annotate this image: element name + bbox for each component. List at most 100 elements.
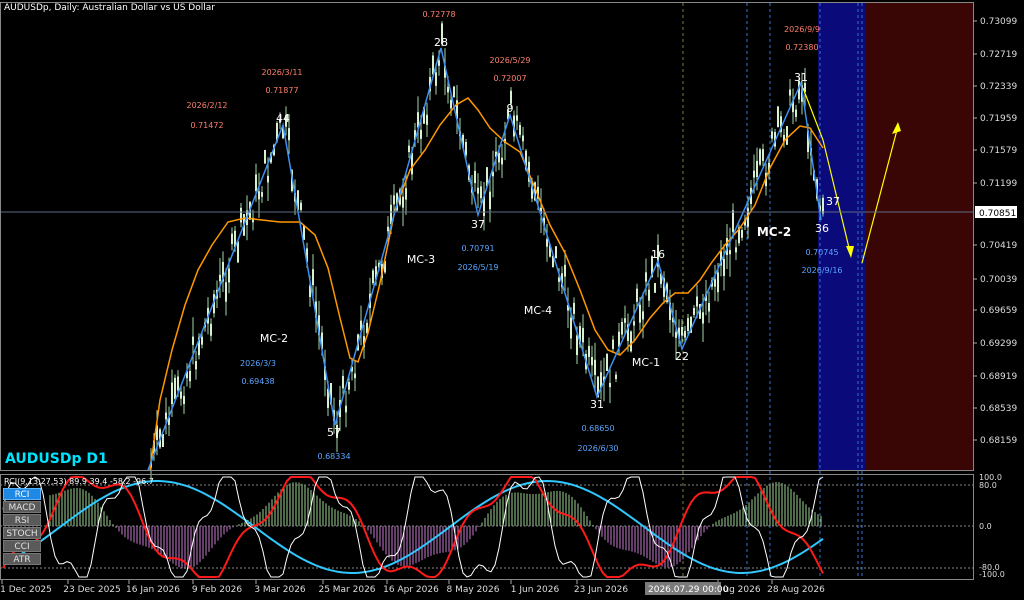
candle-body <box>474 170 476 184</box>
candle-body <box>600 372 602 388</box>
candle-body <box>780 116 782 133</box>
candle-body <box>279 118 281 123</box>
candle-body <box>408 145 410 153</box>
indicator-button-atr[interactable]: ATR <box>3 553 41 565</box>
candle-body <box>663 278 665 297</box>
candle-body <box>759 149 761 165</box>
annotation-price: 0.70745 <box>805 248 838 257</box>
mc-label: MC-4 <box>524 304 552 317</box>
candle-body <box>327 388 329 408</box>
candle-body <box>669 302 671 321</box>
rci-long-line <box>2 479 824 574</box>
time-tick-label: 23 Dec 2025 <box>63 585 121 595</box>
candle-body <box>633 321 635 326</box>
mc-label: MC-1 <box>632 356 660 369</box>
rci-mid-line <box>2 476 824 578</box>
annotation-price: 0.72380 <box>785 43 818 52</box>
annotation-date: 2026/9/16 <box>801 266 842 275</box>
candle-body <box>288 128 290 141</box>
candle-body <box>729 250 731 255</box>
candle-body <box>489 191 491 210</box>
candle-body <box>516 115 518 121</box>
candle-body <box>270 153 272 163</box>
candle-body <box>498 153 500 163</box>
annotation-price: 0.68650 <box>581 424 614 433</box>
wave-label: 44 <box>276 112 290 125</box>
candle-body <box>756 160 758 177</box>
candle-body <box>438 60 440 66</box>
candle-body <box>654 283 656 293</box>
symbol-label: AUDUSDp D1 <box>5 451 108 467</box>
price-tick-label: 0.71199 <box>980 179 1017 189</box>
indicator-button-rsi[interactable]: RSI <box>3 514 41 526</box>
candle-body <box>306 248 308 263</box>
candle-body <box>324 366 326 380</box>
candle-body <box>741 229 743 238</box>
candle-body <box>747 208 749 227</box>
candle-body <box>705 294 707 301</box>
candle-body <box>321 332 323 350</box>
osc-tick-label: 80.0 <box>979 481 997 490</box>
candle-body <box>546 239 548 247</box>
candle-body <box>783 134 785 142</box>
wave-label: 9 <box>507 102 514 115</box>
time-tick-label: 1 Jun 2026 <box>511 585 560 595</box>
candle-body <box>312 269 314 286</box>
candle-body <box>495 151 497 157</box>
candle-body <box>210 323 212 336</box>
candle-body <box>537 186 539 199</box>
candle-body <box>432 55 434 75</box>
candle-body <box>429 76 431 92</box>
candle-body <box>360 320 362 331</box>
candle-body <box>753 170 755 178</box>
time-axis[interactable]: 1 Dec 2025 23 Dec 2025 16 Jan 2026 9 Feb 20… <box>0 580 825 595</box>
candle-body <box>186 371 188 379</box>
wave-label: 22 <box>675 350 689 363</box>
time-tick-label: 9 Feb 2026 <box>192 585 243 595</box>
candle-body <box>219 274 221 282</box>
chart-title: AUDUSDp, Daily: Australian Dollar vs US … <box>4 3 215 13</box>
cursor-date-tag <box>645 582 721 595</box>
candle-body <box>195 361 197 370</box>
indicator-button-rci[interactable]: RCI <box>3 488 41 500</box>
time-tick-label: 23 Jun 2026 <box>574 585 628 595</box>
candle-body <box>660 273 662 284</box>
candle-body <box>720 251 722 266</box>
candle-body <box>177 376 179 391</box>
indicator-button-cci[interactable]: CCI <box>3 540 41 552</box>
candle-body <box>696 296 698 307</box>
candle-body <box>531 181 533 199</box>
candle-body <box>798 80 800 100</box>
candle-body <box>621 321 623 335</box>
candle-body <box>510 90 512 104</box>
candle-body <box>435 72 437 86</box>
candle-body <box>612 339 614 349</box>
candle-body <box>234 230 236 248</box>
time-tick-label: 1 Dec 2025 <box>0 585 52 595</box>
candle-body <box>267 175 269 183</box>
wave-label: 31 <box>794 71 808 84</box>
candle-body <box>393 195 395 205</box>
candle-body <box>627 324 629 341</box>
indicator-button-stoch[interactable]: STOCH <box>3 527 41 539</box>
price-tick-label: 0.72719 <box>980 50 1017 60</box>
candle-body <box>477 187 479 194</box>
candle-body <box>744 219 746 226</box>
candle-body <box>582 328 584 343</box>
time-tick-label: 3 Mar 2026 <box>254 585 306 595</box>
candle-body <box>231 233 233 245</box>
candle-body <box>615 374 617 380</box>
candle-body <box>594 359 596 376</box>
forecast-up-line <box>861 129 898 264</box>
annotation-price: 0.71877 <box>265 86 298 95</box>
candle-body <box>645 272 647 282</box>
mc-label: MC-2 <box>757 225 791 239</box>
candle-body <box>708 303 710 312</box>
rci-short-line <box>2 476 824 578</box>
time-tick-label: 28 Aug 2026 <box>767 585 825 595</box>
price-axis[interactable]: 0.73099 0.72719 0.72339 0.71959 0.71579 0.711… <box>973 17 1017 446</box>
wave-labels: 44 57 28 37 9 31 16 22 31 37 36 <box>276 36 840 439</box>
indicator-button-macd[interactable]: MACD <box>3 501 41 513</box>
